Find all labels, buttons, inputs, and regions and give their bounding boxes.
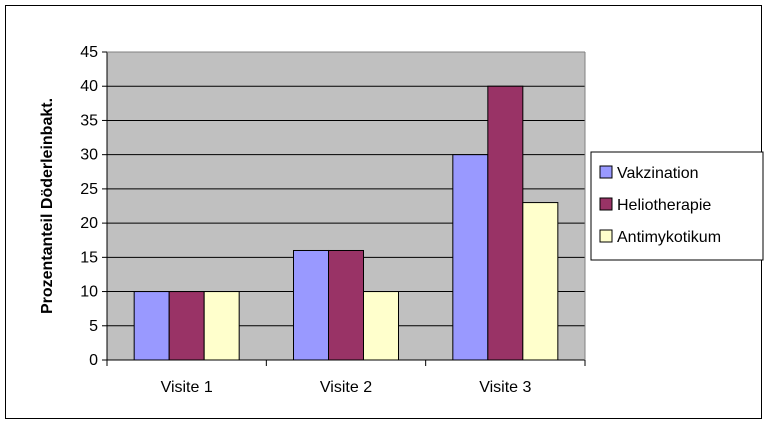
y-tick-label: 20 [80, 215, 98, 232]
bar [522, 202, 559, 361]
y-tick-label: 30 [80, 147, 98, 164]
bar [363, 291, 399, 361]
legend-swatch [599, 165, 613, 179]
legend: Vakzination Heliotherapie Antimykotikum [590, 151, 764, 261]
y-tick-label: 40 [80, 78, 98, 95]
legend-label: Heliotherapie [617, 197, 711, 214]
bars [133, 85, 559, 361]
x-tick-label: Visite 3 [479, 379, 531, 396]
bar [133, 291, 170, 361]
legend-swatch [599, 229, 613, 243]
legend-label: Vakzination [617, 165, 699, 182]
y-tick-label: 15 [80, 249, 98, 266]
bar [452, 154, 489, 361]
legend-label: Antimykotikum [617, 229, 721, 246]
y-tick-label: 35 [80, 112, 98, 129]
y-axis-title: Prozentanteil Döderleinbakt. [39, 98, 56, 314]
legend-swatch [599, 197, 613, 211]
y-tick-labels: 0 5 10 15 20 25 30 35 40 45 [80, 44, 98, 369]
x-tick-label: Visite 1 [161, 379, 213, 396]
y-tick-label: 25 [80, 181, 98, 198]
bar [328, 249, 364, 361]
bar [293, 249, 329, 361]
y-tick-label: 10 [80, 284, 98, 301]
y-tick-label: 5 [89, 318, 98, 335]
bar [168, 291, 205, 361]
y-tick-label: 45 [80, 44, 98, 61]
legend-box [590, 151, 764, 261]
x-tick-labels: Visite 1 Visite 2 Visite 3 [161, 379, 532, 396]
axes [102, 51, 586, 366]
x-tick-label: Visite 2 [320, 379, 372, 396]
y-tick-label: 0 [89, 352, 98, 369]
bar [203, 291, 240, 361]
bar [487, 85, 524, 361]
